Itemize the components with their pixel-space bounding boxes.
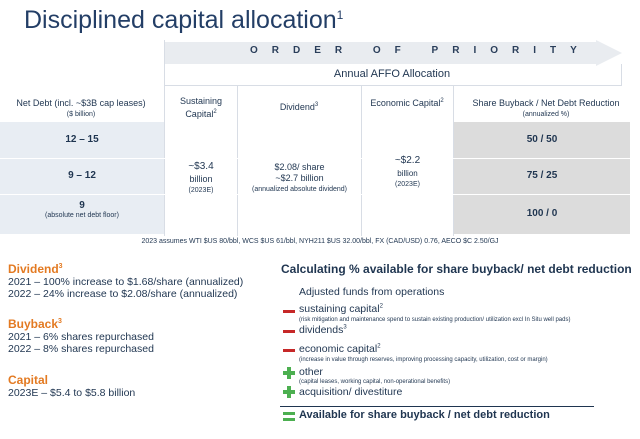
split-row-3: 100 / 0: [526, 208, 558, 219]
buyback-head-sup: 3: [58, 318, 62, 325]
header-dividend-text: Dividend: [279, 102, 315, 112]
buyback-line-1: 2021 – 6% shares repurchased: [8, 331, 154, 343]
sustaining-year: (2023E): [188, 187, 214, 194]
net-debt-row-3-note: (absolute net debt floor): [45, 212, 119, 219]
sustaining-unit: billion: [189, 174, 213, 184]
calc-sustaining: sustaining capital2: [299, 303, 383, 315]
calc-other-note: (capital leases, working capital, non-op…: [299, 379, 451, 385]
calc-other: other: [299, 366, 323, 378]
assumptions-footnote: 2023 assumes WTI $US 80/bbl, WCS $US 61/…: [141, 238, 499, 245]
buyback-head-text: Buyback: [8, 317, 59, 331]
col-divider: [453, 86, 454, 236]
dividend-line-1: 2021 – 100% increase to $1.68/share (ann…: [8, 276, 244, 288]
economic-value: ~$2.2: [394, 155, 421, 166]
col-divider: [361, 86, 362, 236]
dividend-note: (annualized absolute dividend): [252, 186, 347, 193]
row-divider: [0, 194, 630, 195]
priority-arrow: [164, 40, 622, 66]
minus-icon: [283, 330, 295, 333]
header-sustaining-text: Sustaining Capital: [179, 96, 223, 119]
net-debt-row-1: 12 – 15: [65, 134, 99, 145]
dividend-line-2: 2022 – 24% increase to $2.08/share (annu…: [8, 288, 238, 300]
calc-economic-note: (increase in value through reserves, imp…: [299, 357, 548, 363]
calc-sustaining-note: (risk mitigation and maintenance spend t…: [299, 317, 571, 323]
priority-banner-text: ORDER OF PRIORITY: [250, 45, 591, 56]
dividend-per-share: $2.08/ share: [274, 162, 325, 172]
capital-section-head: Capital: [8, 373, 49, 387]
row-divider: [0, 158, 630, 159]
buyback-line-2: 2022 – 8% shares repurchased: [8, 343, 154, 355]
buyback-section-head: Buyback3: [8, 317, 62, 331]
buyback-band: [454, 122, 630, 234]
header-dividend-sup: 3: [314, 102, 319, 108]
header-net-debt: Net Debt (incl. ~$3B cap leases) ($ bill…: [2, 98, 160, 120]
dividend-head-text: Dividend: [8, 262, 59, 276]
calc-sustaining-sup: 2: [379, 303, 383, 310]
header-net-debt-sub: ($ billion): [66, 111, 96, 118]
plus-minus-icon: [283, 367, 295, 379]
minus-icon: [283, 310, 295, 313]
calc-economic-text: economic capital: [299, 343, 378, 355]
calc-economic-sup: 2: [377, 343, 381, 350]
calc-economic: economic capital2: [299, 343, 381, 355]
title-footnote: 1: [336, 8, 344, 22]
header-buyback-text: Share Buyback / Net Debt Reduction: [472, 98, 620, 108]
net-debt-row-3: 9: [79, 200, 85, 211]
header-sustaining-sup: 2: [213, 109, 217, 115]
calc-acquisition: acquisition/ divestiture: [299, 386, 403, 398]
minus-icon: [283, 349, 295, 352]
split-row-1: 50 / 50: [526, 134, 558, 145]
calc-dividends: dividends3: [299, 324, 347, 336]
header-buyback: Share Buyback / Net Debt Reduction (annu…: [455, 98, 637, 120]
sustaining-value: ~$3.4: [188, 161, 214, 172]
economic-year: (2023E): [395, 181, 420, 188]
dividend-total: ~$2.7 billion: [275, 173, 324, 183]
equals-icon: [283, 412, 295, 422]
affo-label: Annual AFFO Allocation: [333, 68, 451, 80]
header-net-debt-text: Net Debt (incl. ~$3B cap leases): [16, 98, 146, 108]
header-economic-sup: 2: [440, 98, 444, 104]
calc-sustaining-text: sustaining capital: [299, 303, 380, 315]
col-divider: [237, 86, 238, 236]
header-economic-text: Economic Capital: [370, 98, 441, 108]
page-title: Disciplined capital allocation1: [24, 6, 343, 35]
dividend-head-sup: 3: [58, 263, 63, 270]
header-buyback-sub: (annualized %): [522, 111, 570, 118]
split-row-2: 75 / 25: [526, 170, 558, 181]
calc-afo: Adjusted funds from operations: [299, 286, 445, 298]
calc-title: Calculating % available for share buybac…: [281, 262, 632, 276]
header-sustaining: Sustaining Capital2: [166, 96, 236, 120]
economic-unit: billion: [397, 169, 418, 178]
calc-result: Available for share buyback / net debt r…: [299, 409, 550, 421]
dividend-section-head: Dividend3: [8, 262, 63, 276]
header-economic: Economic Capital2: [362, 96, 452, 109]
calc-divider: [280, 406, 594, 407]
calc-dividends-text: dividends: [299, 324, 344, 336]
header-dividend: Dividend3: [238, 100, 360, 113]
col-divider: [164, 40, 165, 236]
net-debt-row-2: 9 – 12: [68, 170, 96, 181]
capital-line-1: 2023E – $5.4 to $5.8 billion: [8, 387, 136, 399]
plus-minus-icon: [283, 386, 295, 398]
net-debt-band: [0, 122, 164, 234]
calc-dividends-sup: 3: [343, 324, 347, 331]
title-text: Disciplined capital allocation: [24, 6, 337, 34]
